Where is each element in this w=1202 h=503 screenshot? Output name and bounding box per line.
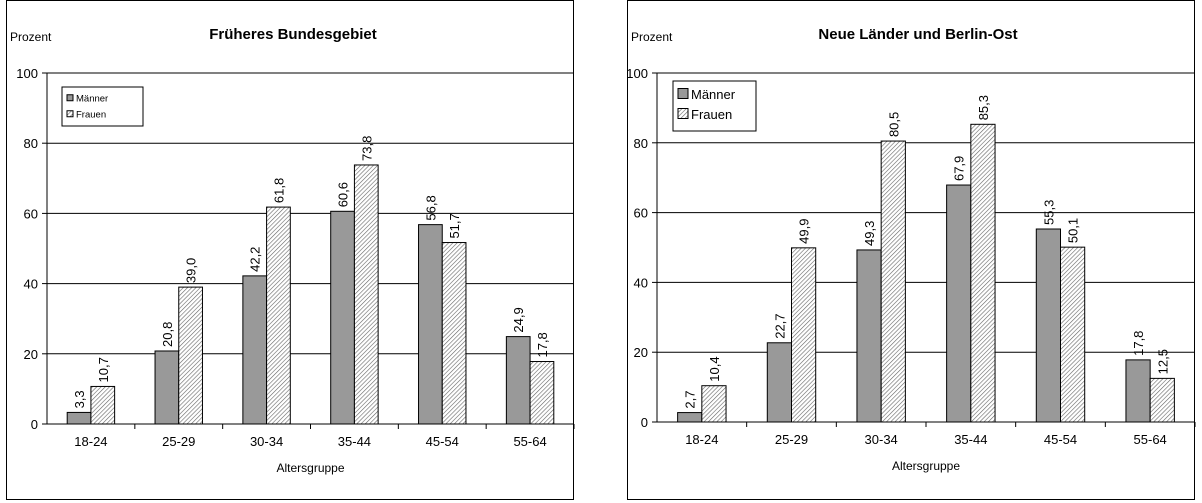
data-label: 39,0 [184, 258, 199, 283]
x-tick-label: 30-34 [865, 432, 898, 447]
legend-label: Frauen [691, 107, 732, 122]
data-label: 10,4 [707, 356, 722, 381]
bar-maenner [1125, 359, 1151, 423]
chart-title: Neue Länder und Berlin-Ost [818, 26, 1017, 43]
data-label: 17,8 [1131, 331, 1146, 356]
x-axis-label: Altersgruppe [892, 459, 960, 473]
legend-box [61, 86, 144, 127]
bar-maenner [856, 249, 882, 423]
y-tick-label: 20 [634, 345, 648, 360]
bar-maenner [1035, 228, 1062, 423]
y-tick-label: 80 [634, 136, 648, 151]
x-tick-label: 30-34 [250, 434, 283, 449]
y-tick-label: 100 [16, 66, 38, 81]
bar-frauen [970, 123, 996, 423]
bar-frauen [880, 140, 906, 423]
chart-panel-frueheres-bundesgebiet: Früheres Bundesgebiet Prozent 0 20 40 60 80 100… [6, 0, 575, 500]
data-label: 55,3 [1041, 200, 1056, 225]
chart-panel-neue-laender: Neue Länder und Berlin-Ost Prozent 0 20 40 60… [627, 0, 1196, 500]
data-label: 80,5 [886, 112, 901, 137]
data-label: 22,7 [772, 313, 787, 338]
chart-svg: Neue Länder und Berlin-Ost Prozent 0 20 40 60… [628, 26, 1196, 473]
data-label: 67,9 [952, 156, 967, 181]
chart-title: Früheres Bundesgebiet [209, 26, 377, 43]
y-tick-label: 80 [24, 136, 38, 151]
x-axis-label: Altersgruppe [276, 461, 344, 475]
data-label: 56,8 [423, 195, 438, 220]
x-tick-label: 25-29 [162, 434, 195, 449]
bar-frauen [1060, 246, 1086, 423]
x-tick-label: 55-64 [1134, 432, 1167, 447]
bar-frauen [791, 247, 817, 423]
legend-swatch [66, 110, 74, 118]
bar-maenner [766, 342, 792, 423]
legend-label: Männer [76, 94, 108, 105]
bar-maenner [242, 275, 268, 425]
bar-maenner [677, 412, 703, 423]
chart-svg: Früheres Bundesgebiet Prozent 0 20 40 60 80 100… [10, 26, 575, 475]
x-tick-label: 35-44 [338, 434, 371, 449]
x-tick-label: 18-24 [685, 432, 718, 447]
x-tick-label: 45-54 [1044, 432, 1077, 447]
legend-swatch [66, 94, 74, 102]
y-axis-label: Prozent [631, 30, 673, 44]
data-label: 49,3 [862, 221, 877, 246]
data-label: 2,7 [683, 390, 698, 408]
y-tick-label: 40 [634, 275, 648, 290]
bar-frauen [701, 385, 727, 423]
legend-label: Männer [691, 87, 736, 102]
y-tick-label: 40 [24, 277, 38, 292]
y-tick-label: 60 [634, 206, 648, 221]
bar-frauen [353, 164, 379, 425]
x-tick-label: 55-64 [513, 434, 546, 449]
data-label: 12,5 [1155, 349, 1170, 374]
data-label: 85,3 [976, 95, 991, 120]
data-label: 60,6 [336, 182, 351, 207]
x-tick-label: 25-29 [775, 432, 808, 447]
bar-frauen [266, 206, 291, 425]
legend-box [672, 80, 757, 132]
y-tick-label: 0 [31, 417, 38, 432]
x-tick-label: 18-24 [74, 434, 107, 449]
bar-maenner [154, 350, 180, 425]
x-tick-label: 35-44 [954, 432, 987, 447]
data-label: 51,7 [447, 213, 462, 238]
data-label: 3,3 [72, 390, 87, 408]
y-tick-label: 100 [628, 66, 648, 81]
y-tick-label: 0 [641, 415, 648, 430]
bar-maenner [418, 224, 443, 425]
legend-label: Frauen [76, 110, 106, 121]
y-tick-label: 20 [24, 347, 38, 362]
data-label: 50,1 [1066, 218, 1081, 243]
bar-frauen [178, 286, 203, 425]
data-label: 17,8 [535, 332, 550, 357]
data-label: 61,8 [271, 178, 286, 203]
bar-maenner [946, 184, 972, 423]
bar-frauen [441, 242, 467, 425]
data-label: 49,9 [797, 219, 812, 244]
y-tick-label: 60 [24, 206, 38, 221]
legend-swatch [677, 108, 689, 119]
data-label: 24,9 [511, 307, 526, 332]
data-label: 20,8 [160, 322, 175, 347]
bar-frauen [90, 385, 116, 425]
data-label: 73,8 [359, 136, 374, 161]
data-label: 10,7 [96, 357, 111, 382]
bar-maenner [330, 210, 355, 425]
bar-maenner [505, 336, 531, 425]
bar-maenner [66, 411, 92, 425]
x-tick-label: 45-54 [426, 434, 459, 449]
data-label: 42,2 [248, 247, 263, 272]
legend-swatch [677, 88, 689, 99]
bar-frauen [1149, 377, 1175, 423]
bar-frauen [529, 361, 555, 425]
y-axis-label: Prozent [10, 30, 52, 44]
